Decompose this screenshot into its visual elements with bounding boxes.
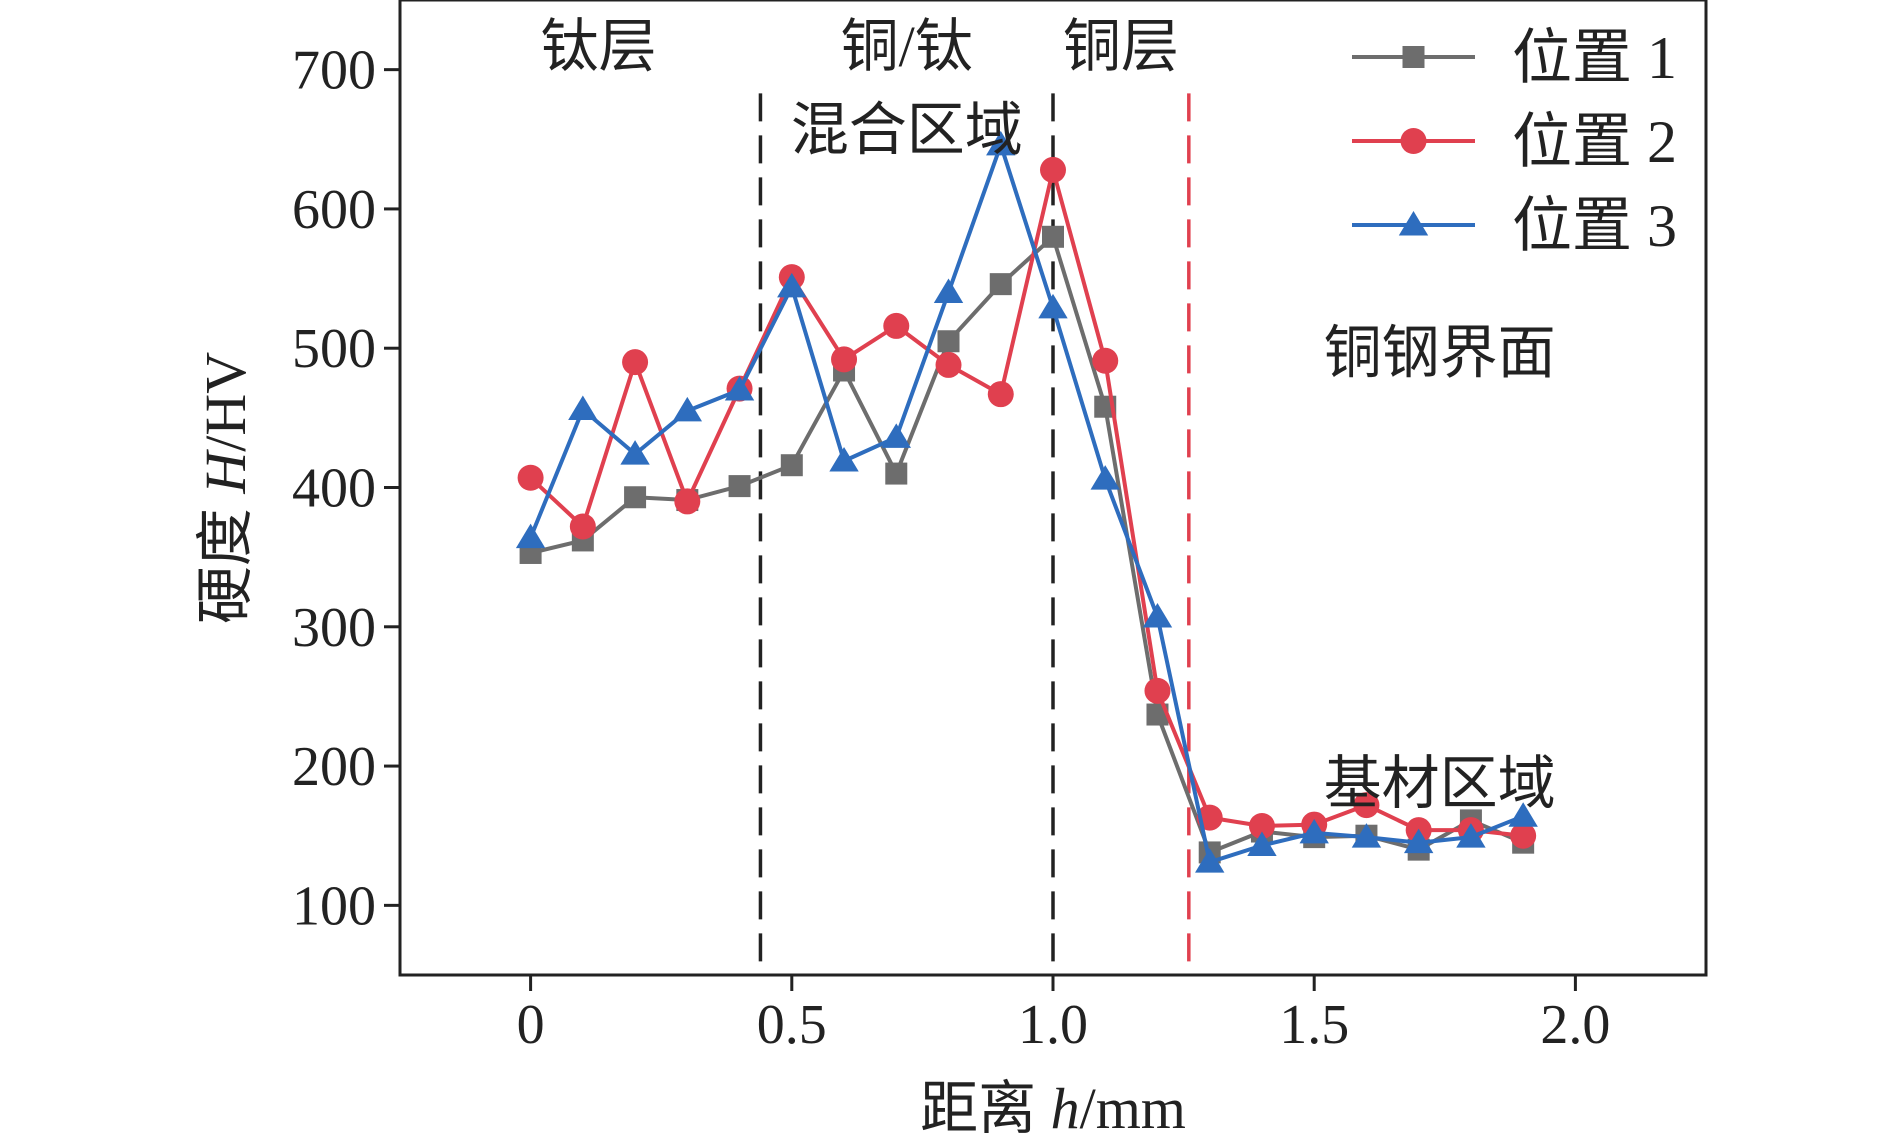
region-label: 铜/钛: [841, 14, 973, 79]
series-2-point: [517, 464, 544, 491]
x-tick-label: 0.5: [757, 994, 827, 1056]
series-1-point: [885, 462, 908, 485]
y-tick-label: 400: [292, 458, 376, 520]
series-3-point: [986, 130, 1016, 156]
series-3-point: [1351, 823, 1382, 848]
y-tick-label: 200: [292, 736, 376, 798]
series-3-point: [724, 376, 755, 401]
x-tick-label: 2.0: [1540, 994, 1610, 1056]
series-3-point: [1299, 818, 1329, 844]
series-2-point: [935, 351, 962, 378]
series-2: [517, 156, 1537, 849]
series-2-point: [674, 488, 701, 515]
region-label: 铜层: [1063, 14, 1179, 79]
series-3-point: [881, 423, 911, 448]
series-2-point: [1248, 812, 1275, 839]
series-2-point: [622, 349, 649, 376]
series-3-point: [1090, 465, 1120, 490]
region-label: 铜钢界面: [1324, 320, 1556, 385]
legend-label-2: 位置 2: [1512, 109, 1677, 175]
series-1-point: [937, 330, 960, 353]
series-3: [515, 130, 1538, 873]
x-axis-label: 距离 h/mm: [920, 1076, 1186, 1141]
series-2-point: [987, 381, 1014, 408]
legend-label-1: 位置 1: [1512, 25, 1677, 91]
y-tick-label: 600: [292, 179, 376, 241]
x-tick-label: 1.5: [1279, 994, 1349, 1056]
series-3-point: [1142, 603, 1173, 628]
y-tick-label: 100: [292, 875, 376, 937]
x-tick-label: 0: [517, 994, 545, 1056]
y-tick-label: 500: [292, 318, 376, 380]
series-1-point: [728, 475, 751, 498]
legend: 位置 1 位置 2 位置 3: [1352, 25, 1677, 259]
series-1-point: [780, 454, 803, 477]
series-2-point: [1040, 156, 1066, 183]
region-label: 钛层: [541, 14, 657, 79]
data-series: [515, 130, 1538, 873]
series-3-point: [672, 396, 703, 422]
series-3-point: [1456, 823, 1486, 848]
series-2-point: [831, 346, 858, 373]
series-1-point: [1042, 225, 1064, 248]
series-3-point: [620, 440, 650, 465]
series-2-point: [1353, 792, 1380, 819]
x-tick-label: 1.0: [1018, 994, 1088, 1056]
region-label: 混合区域: [791, 98, 1023, 163]
series-3-point: [1403, 828, 1434, 854]
series-2-point: [1510, 822, 1537, 849]
y-tick-label: 700: [292, 40, 376, 102]
series-1-point: [989, 273, 1012, 296]
series-3-line: [528, 142, 1524, 865]
series-3-point: [1508, 802, 1538, 827]
series-3-point: [1247, 831, 1277, 856]
series-2-point: [883, 312, 910, 339]
series-1-point: [624, 486, 647, 509]
region-label: 基材区域: [1324, 751, 1556, 816]
series-2-point: [1092, 347, 1119, 374]
series-3-point: [829, 447, 859, 472]
series-3-point: [933, 278, 964, 303]
legend-marker-2: [1400, 128, 1427, 154]
series-2-point: [569, 513, 596, 540]
series-3-point: [515, 523, 546, 549]
series-3-point: [568, 395, 598, 420]
axis-ticks: 0 0.5 1.0 1.5 2.0 100 200 300 400 500 600 700: [292, 40, 1610, 1056]
y-tick-label: 300: [292, 597, 376, 659]
legend-marker-1: [1402, 46, 1425, 68]
series-3-point: [1195, 848, 1225, 873]
legend-marker-3: [1398, 211, 1429, 236]
series-3-point: [777, 272, 807, 298]
series-2-point: [1144, 677, 1171, 704]
series-3-point: [1038, 293, 1068, 319]
legend-label-3: 位置 3: [1512, 193, 1677, 259]
y-axis-label: 硬度 H/HV: [193, 352, 258, 624]
